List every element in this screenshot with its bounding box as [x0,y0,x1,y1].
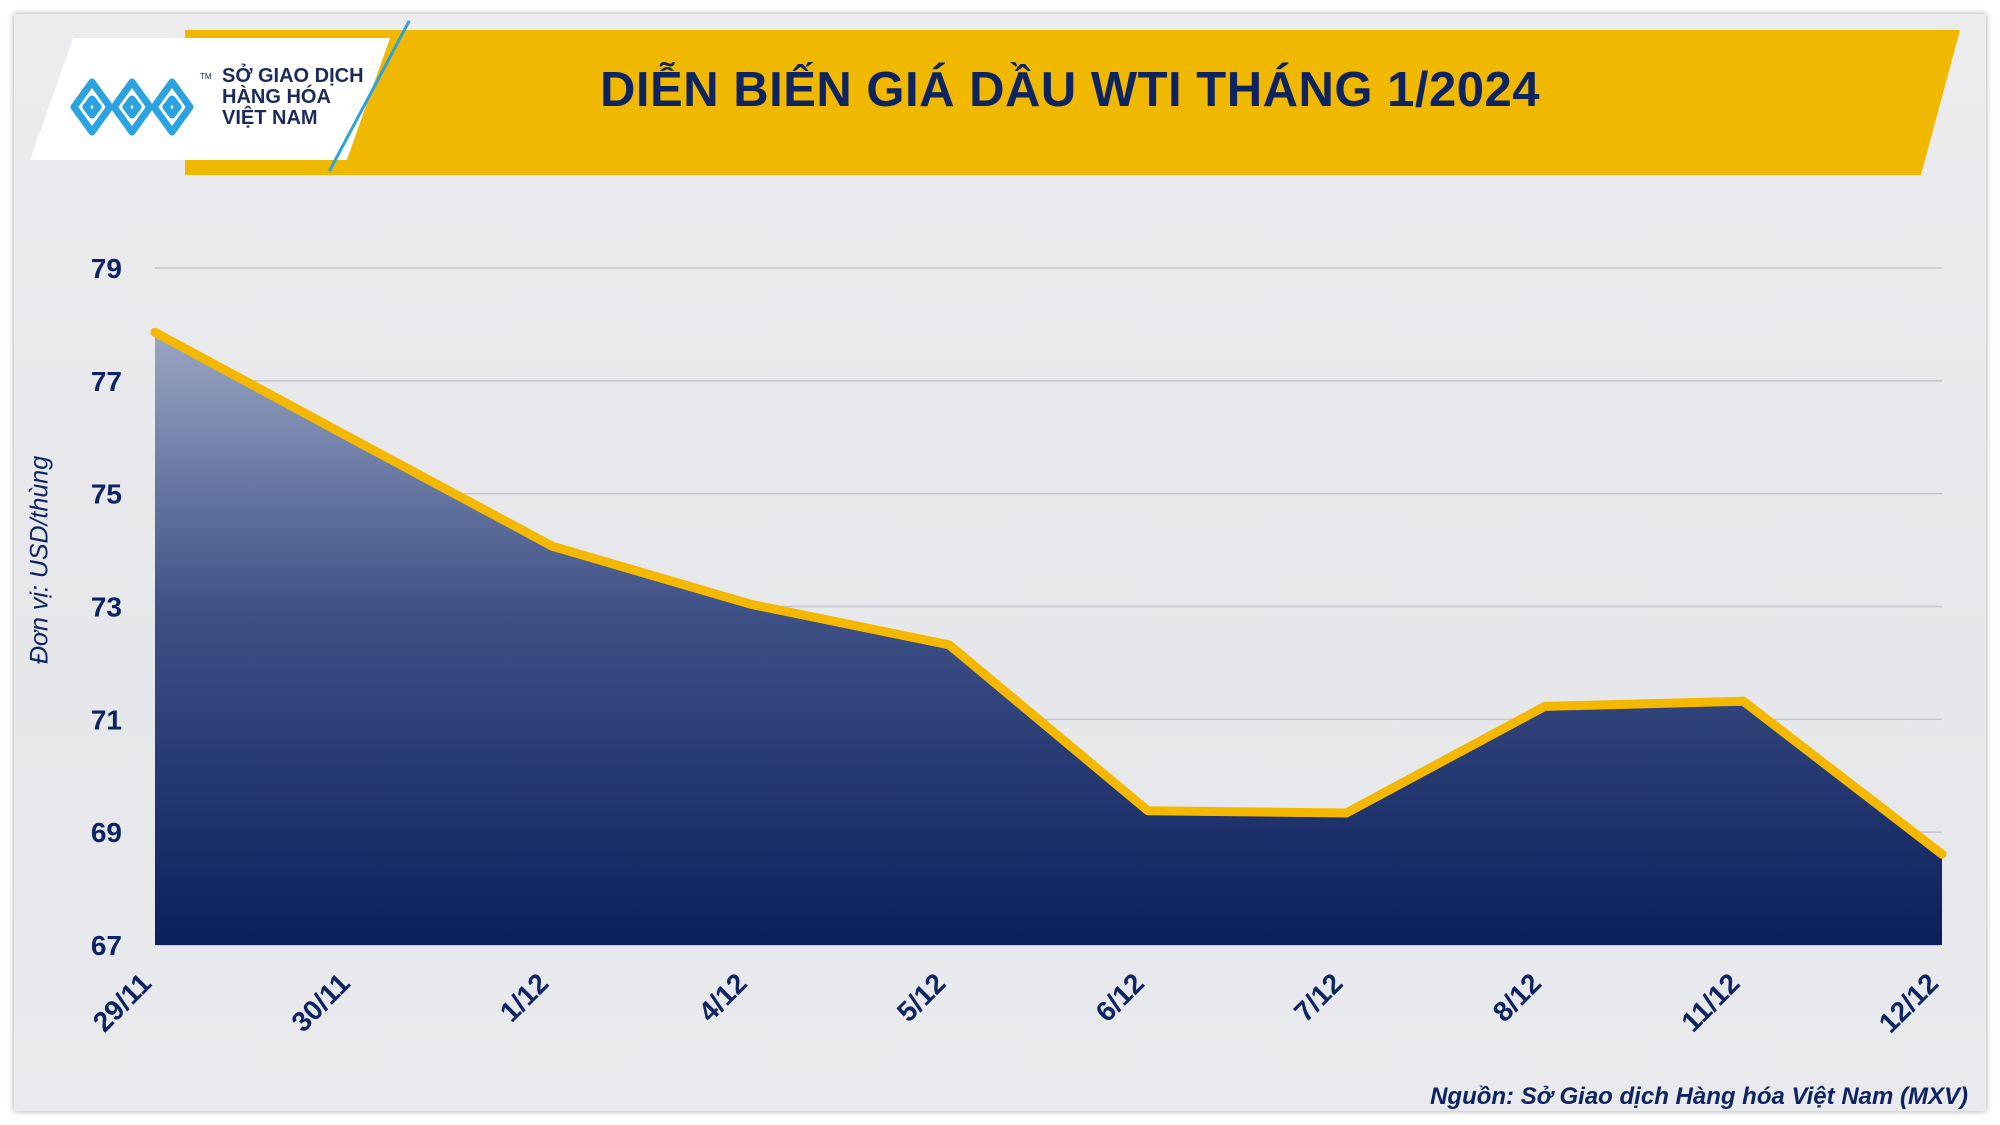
logo-text: SỞ GIAO DỊCH HÀNG HÓA VIỆT NAM [222,66,364,129]
title-band [185,30,1960,175]
data-point [1540,701,1550,711]
y-tick-label: 79 [91,253,122,284]
data-point [1937,849,1947,859]
y-tick-label: 73 [91,592,122,623]
logo-line-2: HÀNG HÓA [222,86,331,108]
data-point [944,640,954,650]
x-tick-label: 5/12 [891,967,951,1027]
data-point [746,599,756,609]
data-point [1738,696,1748,706]
logo-line-1: SỞ GIAO DỊCH [222,65,364,87]
source-note: Nguồn: Sở Giao dịch Hàng hóa Việt Nam (M… [1430,1083,1968,1110]
logo-line-3: VIỆT NAM [222,107,318,129]
x-tick-label: 1/12 [494,967,554,1027]
x-tick-label: 30/11 [285,967,355,1037]
x-tick-label: 29/11 [87,967,157,1037]
x-tick-label: 7/12 [1288,967,1348,1027]
y-tick-label: 69 [91,817,122,848]
x-tick-label: 4/12 [692,967,752,1027]
y-tick-label: 71 [91,704,122,735]
x-tick-label: 6/12 [1090,967,1150,1027]
x-tick-label: 11/12 [1675,967,1745,1037]
data-point [150,327,160,337]
series-line [150,327,1947,859]
y-axis-ticks: 67 69 71 73 75 77 79 [91,253,122,961]
x-tick-label: 12/12 [1873,967,1944,1038]
area-layer [155,332,1942,945]
data-point [349,435,359,445]
mxv-logo-icon [70,78,194,136]
data-point [1341,808,1351,818]
x-axis-ticks: 29/11 30/11 1/12 4/12 5/12 6/12 7/12 8/12 11/12 1… [87,967,1944,1038]
series-area [155,332,1942,945]
x-tick-label: 8/12 [1487,967,1547,1027]
logo-trademark: TM [200,72,212,81]
line-layer [150,327,1947,859]
y-axis-label: Đơn vị: USD/thùng [25,455,54,665]
data-point [1143,806,1153,816]
chart-title: DIỄN BIẾN GIÁ DẦU WTI THÁNG 1/2024 [600,63,1540,117]
y-tick-label: 67 [91,930,122,961]
y-tick-label: 77 [91,366,122,397]
data-point [547,541,557,551]
y-tick-label: 75 [91,479,122,510]
